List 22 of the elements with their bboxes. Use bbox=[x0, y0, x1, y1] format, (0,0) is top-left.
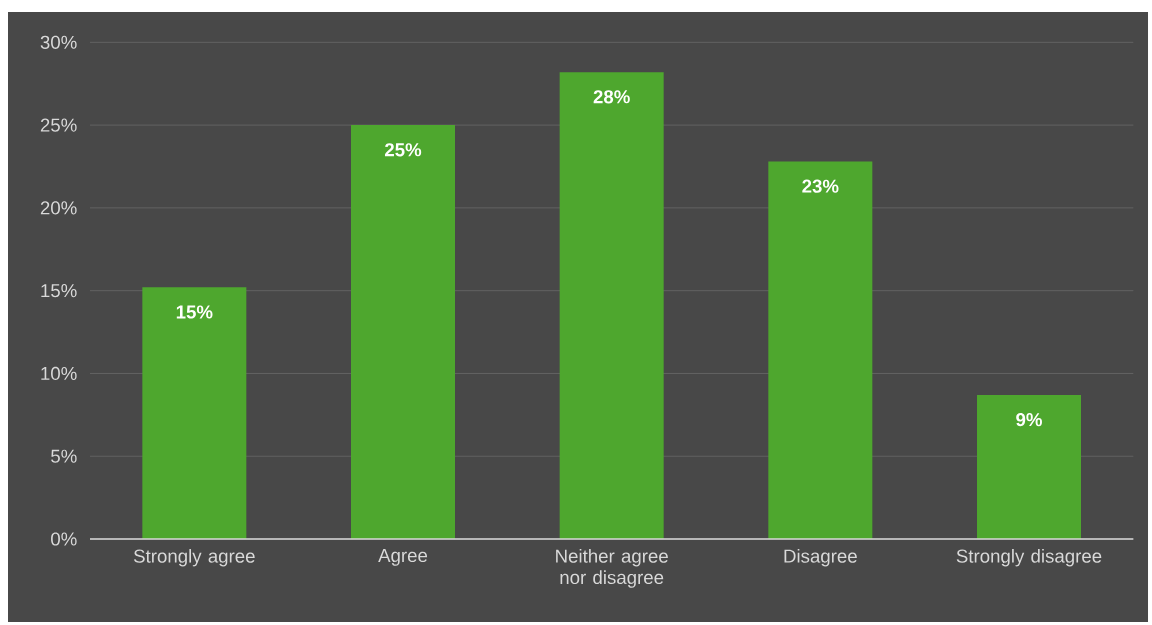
bar bbox=[768, 161, 873, 539]
data-label: 28% bbox=[593, 90, 630, 104]
bar bbox=[142, 287, 247, 539]
y-tick-label: 10% bbox=[41, 366, 77, 381]
y-tick-label: 15% bbox=[41, 284, 77, 298]
bar bbox=[351, 125, 455, 539]
data-label: 15% bbox=[176, 305, 213, 319]
bar bbox=[977, 394, 1082, 539]
y-tick-label: 30% bbox=[40, 35, 77, 49]
x-tick-label: Neither agree nor disagree bbox=[556, 549, 668, 588]
y-tick-label: 25% bbox=[40, 118, 77, 132]
x-tick-label: Disagree bbox=[784, 549, 857, 567]
y-tick-label: 20% bbox=[40, 201, 77, 215]
x-tick-label: Strongly agree bbox=[133, 549, 255, 567]
data-label: 25% bbox=[384, 143, 422, 157]
y-tick-label: 5% bbox=[51, 449, 77, 463]
x-tick-label: Agree bbox=[378, 549, 428, 566]
bar bbox=[559, 72, 664, 539]
data-label: 23% bbox=[802, 179, 839, 193]
x-tick-label: Strongly disagree bbox=[956, 549, 1102, 567]
y-tick-label: 0% bbox=[51, 532, 77, 546]
data-label: 9% bbox=[1016, 413, 1042, 427]
